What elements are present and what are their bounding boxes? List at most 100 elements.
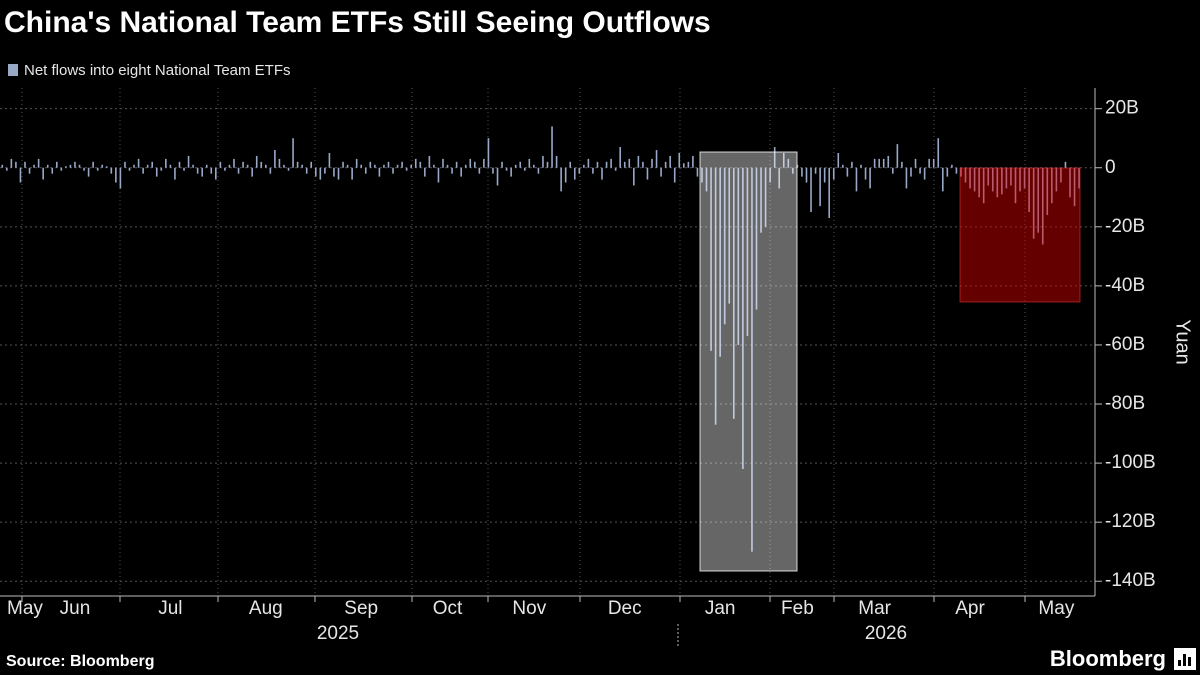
bar — [455, 161, 458, 168]
bar — [851, 161, 853, 168]
bar — [155, 167, 158, 177]
bar — [374, 164, 376, 168]
bar — [319, 167, 322, 180]
x-tick-label: Apr — [955, 598, 985, 619]
bar — [819, 167, 821, 207]
y-tick-label: -100B — [1105, 452, 1156, 473]
bar — [878, 158, 880, 168]
bar — [964, 167, 967, 183]
highlight-box — [959, 167, 1081, 303]
chart-title: China's National Team ETFs Still Seeing … — [4, 6, 711, 39]
bar — [673, 167, 676, 183]
bar — [501, 161, 503, 168]
bar — [119, 167, 122, 189]
bar — [533, 164, 535, 168]
bar — [714, 167, 717, 425]
bar — [174, 167, 176, 180]
bar — [1060, 167, 1062, 183]
bar — [187, 155, 190, 168]
bar — [337, 167, 340, 180]
bar — [219, 161, 222, 168]
bar — [464, 164, 467, 168]
bar — [832, 167, 835, 180]
bar — [537, 167, 540, 174]
bar — [687, 161, 690, 168]
legend-label: Net flows into eight National Team ETFs — [24, 62, 291, 79]
bar — [601, 167, 603, 180]
bar — [83, 167, 85, 171]
bar — [982, 167, 985, 204]
y-tick-label: -120B — [1105, 511, 1156, 532]
year-label: 2026 — [865, 623, 907, 644]
bar — [514, 164, 517, 168]
year-label: 2025 — [317, 623, 359, 644]
bar — [387, 161, 390, 168]
bar — [846, 167, 849, 177]
bar — [351, 167, 353, 180]
x-tick-label: Sep — [344, 598, 378, 619]
bar — [732, 167, 735, 419]
bar — [592, 167, 594, 174]
bar — [823, 167, 826, 183]
bar — [728, 167, 731, 304]
bar — [951, 164, 953, 168]
bar — [96, 167, 99, 171]
bar — [1046, 167, 1049, 215]
x-tick-label: Jul — [158, 598, 182, 619]
bar — [755, 167, 758, 310]
bar — [324, 167, 326, 174]
x-tick-label: Aug — [249, 598, 283, 619]
bar — [433, 164, 435, 168]
bar — [696, 167, 699, 177]
bar — [128, 167, 131, 171]
brand-icon-bar — [1188, 657, 1191, 666]
bar — [74, 161, 76, 168]
bar — [669, 155, 671, 168]
bar — [1078, 167, 1080, 189]
bar — [205, 164, 208, 168]
bar — [333, 167, 335, 177]
bar — [751, 167, 753, 552]
bar — [710, 167, 712, 351]
bar — [642, 161, 644, 168]
bar — [342, 161, 344, 168]
x-tick-label: Mar — [858, 598, 891, 619]
bar — [946, 167, 949, 177]
bar — [810, 167, 812, 213]
brand-icon-bar — [1183, 654, 1186, 666]
bar — [474, 161, 476, 168]
bar — [246, 164, 249, 168]
bar — [583, 164, 585, 168]
bar — [124, 161, 126, 168]
bar — [451, 167, 453, 174]
bar — [633, 167, 635, 186]
bar — [569, 161, 572, 168]
bar — [105, 166, 108, 168]
y-tick-label: -20B — [1105, 216, 1145, 237]
bar — [78, 164, 81, 168]
bar — [15, 161, 17, 168]
bar — [260, 161, 263, 168]
bar — [6, 167, 8, 171]
bar — [901, 161, 903, 168]
bar — [414, 158, 417, 168]
bar — [896, 144, 899, 168]
bar — [578, 167, 581, 174]
bar — [28, 167, 31, 174]
bar — [369, 161, 372, 168]
bar — [1041, 167, 1044, 245]
bar — [24, 161, 26, 168]
bar — [542, 155, 544, 168]
bar — [987, 167, 990, 186]
bar — [837, 152, 840, 168]
bar — [869, 167, 871, 189]
bar — [51, 167, 54, 174]
brand-icon — [1174, 648, 1196, 670]
bar — [596, 161, 599, 168]
bar — [842, 164, 844, 168]
bar — [737, 167, 740, 345]
bar — [424, 167, 426, 177]
bar — [183, 167, 185, 171]
bar — [1064, 161, 1067, 168]
bar — [973, 167, 976, 192]
